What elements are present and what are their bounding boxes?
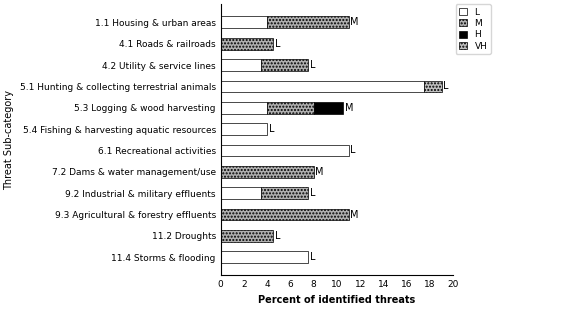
Bar [221,187,262,199]
X-axis label: Percent of identified threats: Percent of identified threats [258,295,416,305]
Bar [262,187,308,199]
Bar [221,16,267,28]
Text: M: M [350,210,359,219]
Bar [267,16,349,28]
Bar [221,102,267,114]
Text: M: M [315,167,324,177]
Bar [314,102,343,114]
Bar [267,102,314,114]
Text: L: L [350,146,356,155]
Text: M: M [345,103,353,113]
Text: L: L [310,188,315,198]
Text: L: L [269,124,275,134]
Legend: L, M, H, VH: L, M, H, VH [455,4,491,54]
Bar [221,230,273,242]
Bar [221,166,314,178]
Bar [262,59,308,71]
Bar [221,209,349,220]
Bar [221,38,273,49]
Text: L: L [275,231,280,241]
Bar [221,251,308,263]
Bar [424,81,442,92]
Text: L: L [444,81,449,91]
Bar [221,81,424,92]
Y-axis label: Threat Sub-category: Threat Sub-category [4,90,14,190]
Text: L: L [310,60,315,70]
Bar [221,123,267,135]
Text: M: M [350,17,359,28]
Bar [221,59,262,71]
Bar [221,145,349,156]
Text: L: L [275,39,280,49]
Text: L: L [310,252,315,262]
